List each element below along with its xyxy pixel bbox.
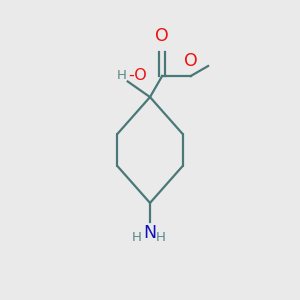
Text: H: H [156, 231, 166, 244]
Text: H: H [131, 231, 141, 244]
Text: -O: -O [128, 68, 147, 83]
Text: H: H [116, 69, 126, 82]
Text: O: O [155, 27, 169, 45]
Text: O: O [184, 52, 198, 70]
Text: N: N [143, 224, 157, 242]
